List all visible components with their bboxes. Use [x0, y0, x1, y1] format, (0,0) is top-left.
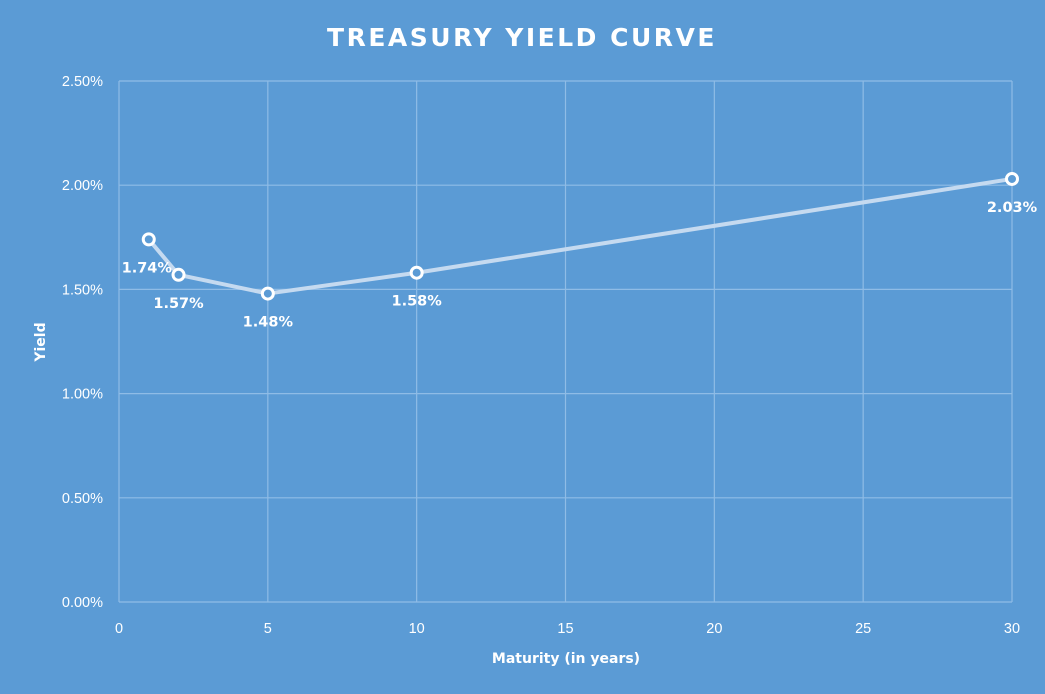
x-tick-label: 10 — [409, 621, 425, 637]
x-tick-label: 20 — [706, 621, 722, 637]
data-labels: 1.74% 1.57% 1.48% 1.58% 2.03% — [122, 200, 1038, 331]
data-point — [1005, 171, 1019, 186]
y-tick-label: 2.50% — [62, 74, 103, 90]
x-tick-label: 15 — [557, 621, 573, 637]
y-tick-label: 0.50% — [62, 491, 103, 507]
x-tick-label: 30 — [1004, 621, 1020, 637]
y-tick-label: 0.00% — [62, 595, 103, 611]
data-point — [171, 267, 186, 282]
chart-title: TREASURY YIELD CURVE — [327, 23, 717, 52]
data-label: 1.57% — [153, 296, 204, 312]
data-label: 1.74% — [122, 260, 173, 276]
y-tick-label: 1.00% — [62, 387, 103, 403]
gridlines — [118, 80, 1013, 603]
series — [141, 171, 1019, 301]
data-point — [260, 286, 275, 301]
data-label: 1.48% — [243, 315, 294, 331]
y-axis-tick-labels: 0.00% 0.50% 1.00% 1.50% 2.00% 2.50% — [62, 74, 103, 611]
data-point — [141, 232, 156, 247]
x-axis-tick-labels: 0 5 10 15 20 25 30 — [115, 621, 1020, 637]
y-axis-title: Yield — [33, 322, 49, 362]
data-point — [409, 265, 424, 280]
x-tick-label: 5 — [264, 621, 272, 637]
data-label: 1.58% — [392, 294, 443, 310]
x-tick-label: 0 — [115, 621, 123, 637]
x-tick-label: 25 — [855, 621, 871, 637]
data-label: 2.03% — [987, 200, 1038, 216]
series-line — [146, 176, 1014, 296]
x-axis-title: Maturity (in years) — [492, 651, 640, 667]
y-tick-label: 1.50% — [62, 282, 103, 298]
y-tick-label: 2.00% — [62, 178, 103, 194]
